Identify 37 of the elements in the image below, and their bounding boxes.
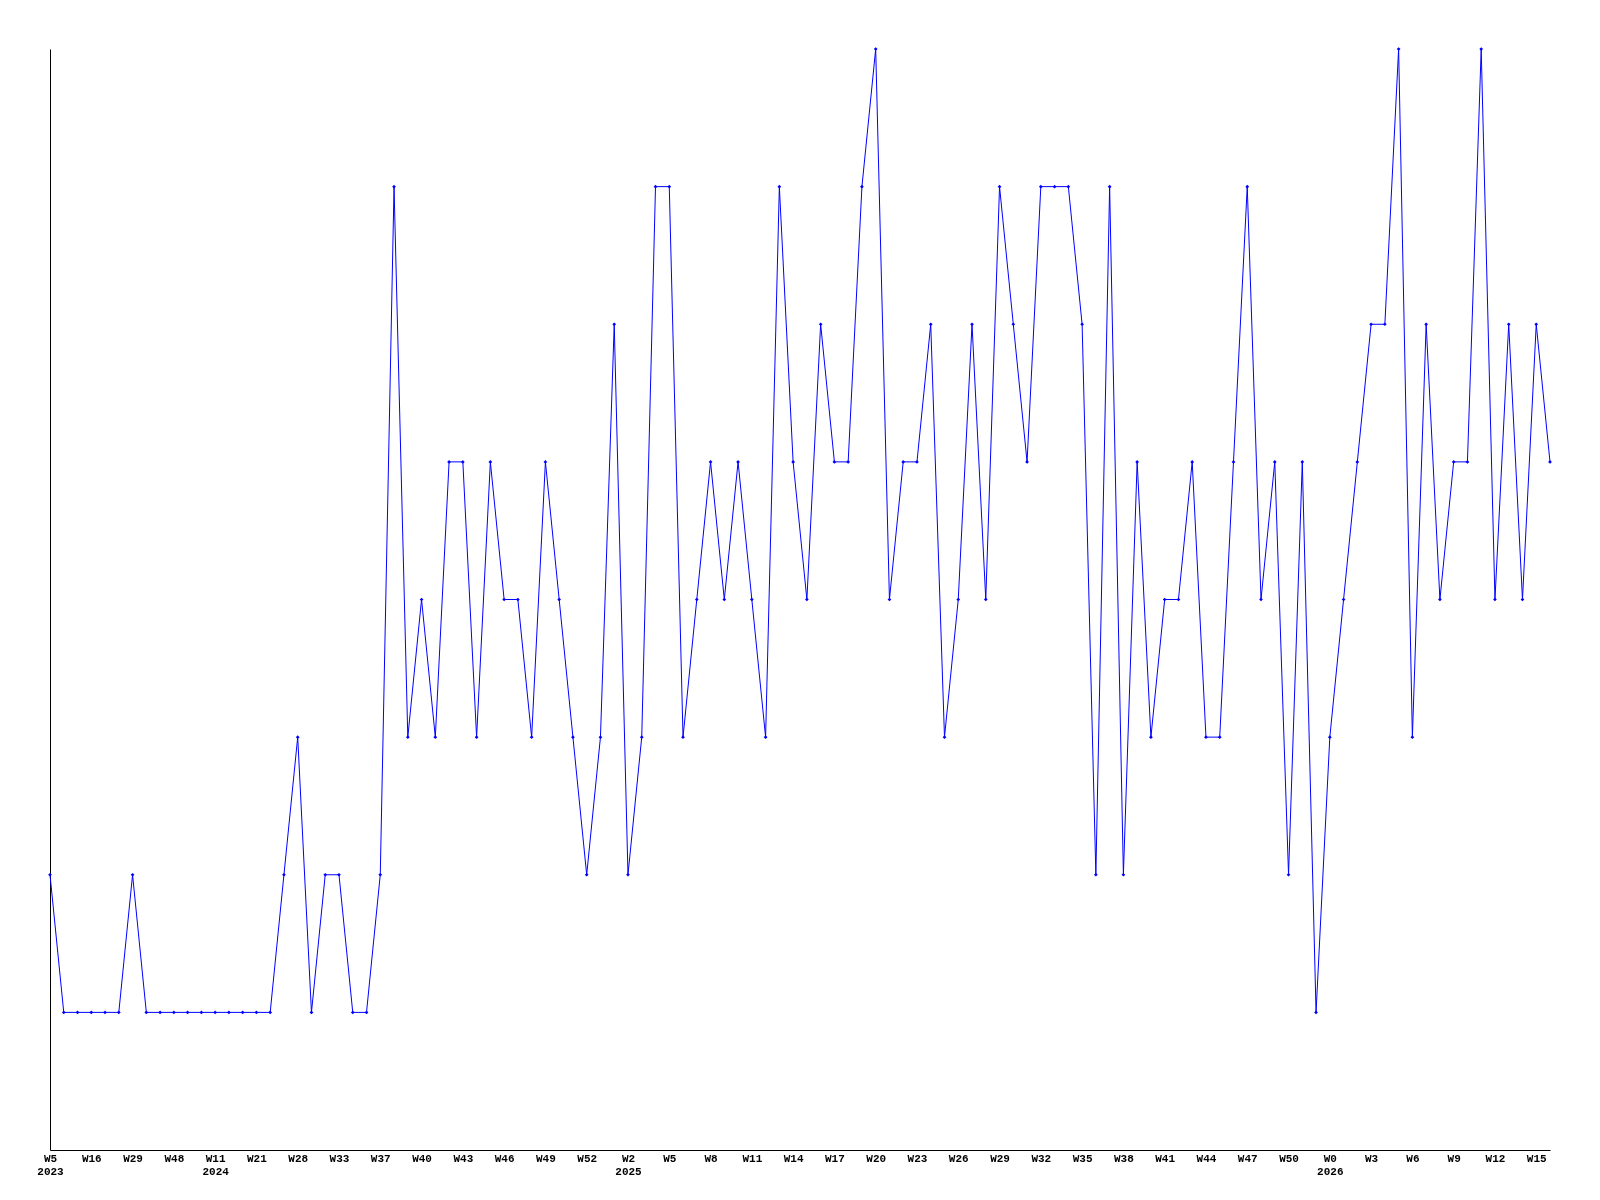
x-tick-label: W5 2023: [37, 1152, 65, 1178]
x-tick-label: W11: [742, 1152, 763, 1165]
x-tick-label: W26: [948, 1152, 969, 1165]
x-tick-label: W52: [577, 1152, 598, 1165]
x-tick-label: W5: [663, 1152, 677, 1165]
x-tick-label: W46: [494, 1152, 515, 1165]
x-tick-label: W41: [1155, 1152, 1176, 1165]
x-tick-label: W28: [288, 1152, 309, 1165]
x-tick-label: W47: [1237, 1152, 1258, 1165]
x-tick-label: W33: [329, 1152, 350, 1165]
x-tick-label: W29: [123, 1152, 143, 1165]
x-tick-label: W21: [247, 1152, 268, 1165]
x-tick-label: W8: [704, 1152, 719, 1165]
x-tick-label: W37: [370, 1152, 391, 1165]
x-tick-label: W50: [1279, 1152, 1299, 1165]
x-tick-label: W32: [1031, 1152, 1052, 1165]
x-tick-label: W15: [1526, 1152, 1548, 1165]
x-tick-label: W17: [825, 1152, 845, 1165]
x-tick-label: W43: [453, 1152, 474, 1165]
x-tick-label: W23: [907, 1152, 928, 1165]
x-tick-label: W0 2026: [1317, 1152, 1344, 1178]
x-tick-label: W3: [1365, 1152, 1379, 1165]
x-tick-label: W11 2024: [202, 1152, 230, 1178]
x-tick-label: W38: [1113, 1152, 1135, 1165]
x-tick-label: W44: [1196, 1152, 1217, 1165]
x-tick-label: W29: [990, 1152, 1010, 1165]
x-tick-label: W2 2025: [615, 1152, 643, 1178]
x-tick-label: W40: [412, 1152, 432, 1165]
x-tick-label: W35: [1072, 1152, 1093, 1165]
x-tick-label: W48: [164, 1152, 185, 1165]
x-tick-label: W20: [866, 1152, 887, 1165]
x-tick-label: W16: [81, 1152, 102, 1165]
x-tick-label: W9: [1447, 1152, 1461, 1165]
x-tick-label: W12: [1485, 1152, 1506, 1165]
x-tick-label: W6: [1406, 1152, 1420, 1165]
x-tick-label: W14: [783, 1152, 804, 1165]
x-tick-label: W49: [536, 1152, 556, 1165]
